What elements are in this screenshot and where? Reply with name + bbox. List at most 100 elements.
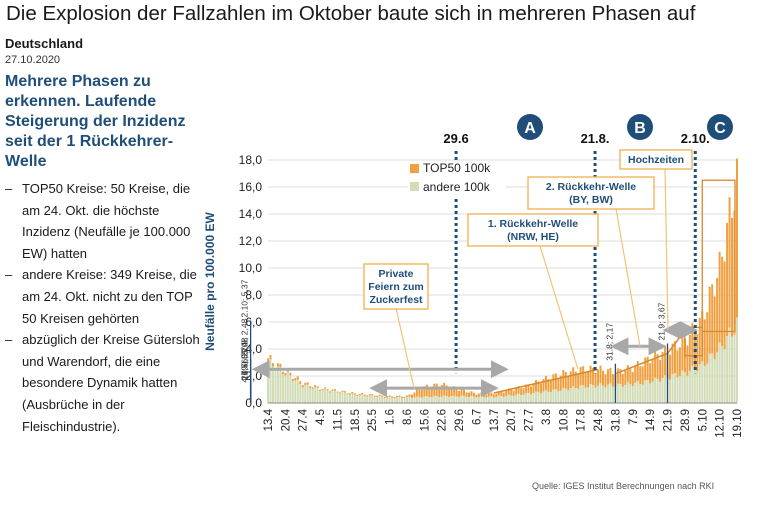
bar-top50 <box>703 319 706 367</box>
bar-other <box>450 396 453 403</box>
bar-top50 <box>606 369 609 385</box>
bar-other <box>346 394 349 403</box>
bar-top50 <box>535 380 537 392</box>
bar-other <box>443 395 446 403</box>
bar-other <box>336 392 339 403</box>
bar-top50 <box>656 354 659 380</box>
bar-top50 <box>418 389 421 398</box>
bar-top50 <box>334 389 336 391</box>
bar-top50 <box>281 371 284 375</box>
bar-top50 <box>510 389 513 396</box>
bar-top50 <box>726 222 729 337</box>
bar-other <box>597 385 600 403</box>
bar-top50 <box>386 396 389 398</box>
x-tick-label: 4.5 <box>315 409 327 425</box>
bar-top50 <box>378 394 381 397</box>
bar-other <box>706 363 709 403</box>
bar-other <box>299 383 302 403</box>
bar-other <box>683 372 686 403</box>
y-tick-label: 0,0 <box>245 396 262 410</box>
bar-other <box>579 385 582 403</box>
x-tick-label: 31.8 <box>610 409 622 431</box>
bar-top50 <box>522 388 525 395</box>
bar-top50 <box>401 396 403 399</box>
report-date: 27.10.2020 <box>5 54 61 66</box>
legend-label-top50: TOP50 100k <box>423 161 491 175</box>
bar-other <box>703 366 706 403</box>
bar-top50 <box>373 395 376 398</box>
bar-top50 <box>415 389 418 397</box>
bar-top50 <box>644 357 647 381</box>
bar-top50 <box>279 363 282 368</box>
bar-other <box>378 396 381 403</box>
bar-other <box>619 384 622 403</box>
bar-top50 <box>619 368 622 385</box>
date-label: 29.6 <box>443 131 468 146</box>
bar-top50 <box>329 391 332 393</box>
bar-other <box>391 397 394 403</box>
bar-top50 <box>557 377 560 392</box>
bar-top50 <box>626 365 629 383</box>
bar-top50 <box>706 312 709 364</box>
bar-other <box>544 390 547 403</box>
bar-other <box>408 397 411 403</box>
bar-top50 <box>420 389 423 398</box>
bar-top50 <box>314 385 317 387</box>
bar-top50 <box>671 343 674 375</box>
bar-top50 <box>472 392 475 397</box>
x-tick-label: 6.7 <box>471 409 483 425</box>
x-tick-label: 10.8 <box>558 409 570 431</box>
bar-top50 <box>487 393 490 397</box>
x-tick-label: 1.6 <box>385 409 397 425</box>
bar-top50 <box>530 386 533 395</box>
bar-other <box>361 394 364 403</box>
x-tick-label: 5.10 <box>697 409 709 431</box>
bar-top50 <box>589 365 592 385</box>
bar-top50 <box>728 197 731 328</box>
bar-other <box>381 396 384 403</box>
bar-other <box>398 397 401 403</box>
bar-other <box>701 361 704 403</box>
bar-top50 <box>616 368 619 384</box>
bullet-item-excluded: abzüglich der Kreise Gütersloh und Waren… <box>5 329 205 437</box>
bar-other <box>515 394 518 403</box>
bar-top50 <box>319 389 322 391</box>
bar-top50 <box>604 374 607 388</box>
bar-other <box>726 336 729 403</box>
x-tick-label: 17.8 <box>576 409 588 431</box>
callout-pointer <box>395 307 415 389</box>
bar-other <box>485 397 488 403</box>
bar-top50 <box>507 388 510 395</box>
callout-pointer <box>539 245 579 370</box>
bar-top50 <box>537 381 540 393</box>
bar-top50 <box>525 384 528 393</box>
bar-other <box>629 384 632 403</box>
bar-other <box>688 371 691 403</box>
bar-other <box>713 359 716 403</box>
bar-top50 <box>678 347 681 377</box>
bar-other <box>562 387 565 403</box>
x-tick-label: 12.10 <box>715 409 727 438</box>
bar-other <box>430 397 433 403</box>
bar-top50 <box>584 372 587 388</box>
bar-top50 <box>532 384 535 394</box>
marker-label: 4.6; 0,55 <box>240 349 250 382</box>
bar-top50 <box>686 345 689 376</box>
bar-other <box>396 397 399 403</box>
bar-top50 <box>505 390 508 397</box>
bar-other <box>393 398 396 403</box>
y-tick-label: 4,0 <box>245 342 262 356</box>
x-tick-label: 27.4 <box>298 408 310 431</box>
bar-top50 <box>495 393 498 398</box>
bar-other <box>465 397 468 403</box>
bar-top50 <box>398 395 401 398</box>
bar-other <box>664 375 667 403</box>
x-tick-label: 20.7 <box>506 409 518 431</box>
y-tick-label: 18,0 <box>239 153 263 167</box>
bar-top50 <box>564 371 567 389</box>
bar-other <box>477 396 480 403</box>
bar-other <box>641 384 644 403</box>
bar-top50 <box>291 378 294 382</box>
bar-other <box>594 387 597 403</box>
bar-top50 <box>477 393 480 397</box>
